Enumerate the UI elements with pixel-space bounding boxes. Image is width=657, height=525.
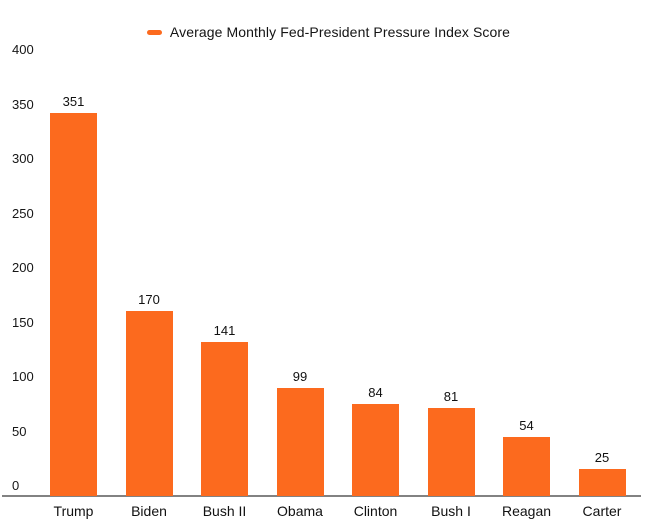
chart-legend: Average Monthly Fed-President Pressure I… — [0, 24, 657, 40]
bar-value-label: 25 — [594, 450, 610, 465]
x-axis-category-label: Clinton — [353, 503, 398, 519]
legend-label: Average Monthly Fed-President Pressure I… — [169, 24, 511, 40]
x-axis-category-label: Bush II — [202, 503, 247, 519]
y-axis-tick-label: 50 — [12, 423, 27, 439]
y-axis-tick-label: 300 — [12, 151, 34, 166]
bar-value-label: 54 — [519, 418, 534, 433]
bar-value-label: 141 — [213, 323, 236, 338]
x-axis-category-label: Carter — [582, 503, 622, 519]
bar — [125, 311, 173, 496]
x-axis-category-label: Trump — [53, 503, 94, 519]
bar-value-label: 84 — [368, 385, 383, 400]
x-axis-line — [2, 495, 641, 497]
x-axis-category-label: Obama — [277, 503, 323, 519]
bar-value-label: 99 — [292, 369, 308, 384]
y-axis-tick-label: 350 — [12, 96, 34, 112]
bar — [201, 342, 248, 496]
y-axis-tick-label: 250 — [12, 205, 34, 221]
bar-value-label: 170 — [138, 292, 160, 307]
bar — [427, 408, 475, 496]
x-axis-category-label: Reagan — [501, 503, 552, 519]
y-axis-tick-label: 0 — [12, 478, 20, 493]
legend-dash-icon — [146, 29, 162, 35]
bar — [352, 404, 399, 496]
y-axis-tick-label: 400 — [12, 42, 34, 57]
bar — [578, 469, 626, 496]
bar — [503, 437, 550, 496]
bar-value-label: 351 — [62, 94, 85, 109]
y-axis-tick-label: 100 — [12, 369, 34, 384]
x-axis-category-label: Bush I — [431, 503, 471, 519]
bar-value-label: 81 — [443, 389, 459, 404]
bar — [276, 388, 324, 496]
x-axis-category-label: Biden — [131, 503, 167, 519]
y-axis-tick-label: 150 — [12, 314, 34, 330]
y-axis-tick-label: 200 — [12, 260, 34, 275]
bar — [50, 113, 97, 496]
